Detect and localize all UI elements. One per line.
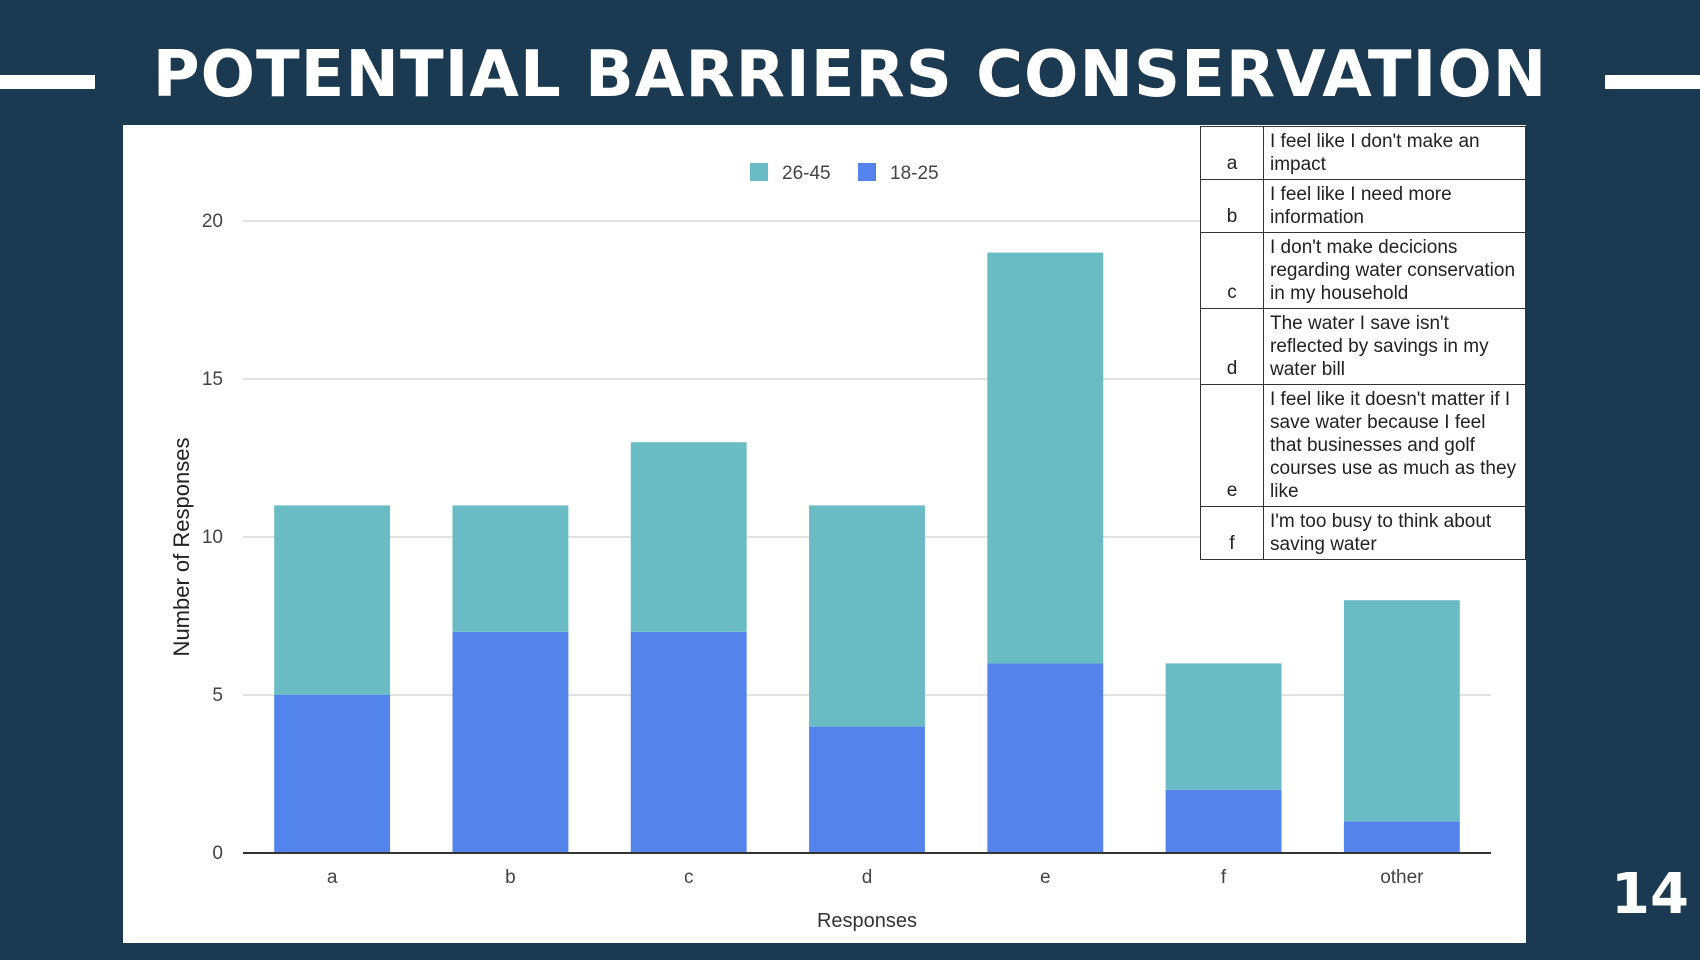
y-tick-label: 20 — [202, 211, 223, 232]
bar-26-45-other — [1343, 600, 1460, 822]
x-tick-label: b — [505, 867, 516, 888]
bar-18-25-d — [809, 726, 925, 853]
legend-table-code: f — [1200, 506, 1264, 560]
title-rule-right — [1605, 75, 1700, 89]
bar-18-25-e — [987, 663, 1104, 853]
y-axis-title: Number of Responses — [169, 438, 194, 657]
x-tick-label: other — [1380, 867, 1424, 888]
bar-26-45-b — [452, 505, 569, 632]
y-tick-label: 0 — [212, 843, 223, 864]
bar-18-25-b — [452, 631, 569, 853]
legend-table-row: f I'm too busy to think about saving wate… — [1200, 506, 1526, 560]
slide-title: POTENTIAL BARRIERS CONSERVATION — [152, 38, 1548, 112]
legend-label: 26-45 — [782, 163, 831, 184]
legend-table-code: d — [1200, 308, 1264, 385]
legend-table-description: I don't make decicions regarding water c… — [1263, 232, 1526, 309]
bar-26-45-c — [630, 442, 747, 632]
x-tick-label: a — [327, 867, 338, 888]
legend-table-code: b — [1200, 179, 1264, 233]
legend-table-code: a — [1200, 126, 1264, 180]
x-tick-label: e — [1040, 867, 1051, 888]
legend-table-description: I feel like I don't make an impact — [1263, 126, 1526, 180]
legend-table-description: I feel like I need more information — [1263, 179, 1526, 233]
legend-table-code: e — [1200, 384, 1264, 507]
bar-26-45-d — [809, 505, 925, 727]
legend-table-description: I'm too busy to think about saving water — [1263, 506, 1526, 560]
title-rule-left — [0, 75, 95, 89]
y-tick-label: 5 — [212, 685, 223, 706]
bar-18-25-c — [630, 631, 747, 853]
bar-18-25-a — [274, 695, 391, 853]
legend-swatch-18-25 — [858, 163, 876, 181]
legend-table-row: d The water I save isn't reflected by sav… — [1200, 308, 1526, 385]
bar-18-25-other — [1343, 821, 1460, 853]
x-tick-label: d — [862, 867, 873, 888]
legend-table-description: I feel like it doesn't matter if I save … — [1263, 384, 1526, 507]
legend-label: 18-25 — [890, 163, 939, 184]
bar-26-45-e — [987, 252, 1104, 664]
y-tick-label: 10 — [202, 527, 223, 548]
bar-18-25-f — [1165, 789, 1282, 853]
x-tick-label: f — [1221, 867, 1227, 888]
legend-table-description: The water I save isn't reflected by savi… — [1263, 308, 1526, 385]
y-tick-label: 15 — [202, 369, 223, 390]
bar-26-45-f — [1165, 663, 1282, 790]
legend-table-code: c — [1200, 232, 1264, 309]
slide-number: 14 — [1611, 862, 1689, 927]
x-tick-label: c — [684, 867, 694, 888]
x-axis-title: Responses — [817, 910, 917, 932]
legend-swatch-26-45 — [750, 163, 768, 181]
bar-26-45-a — [274, 505, 391, 695]
